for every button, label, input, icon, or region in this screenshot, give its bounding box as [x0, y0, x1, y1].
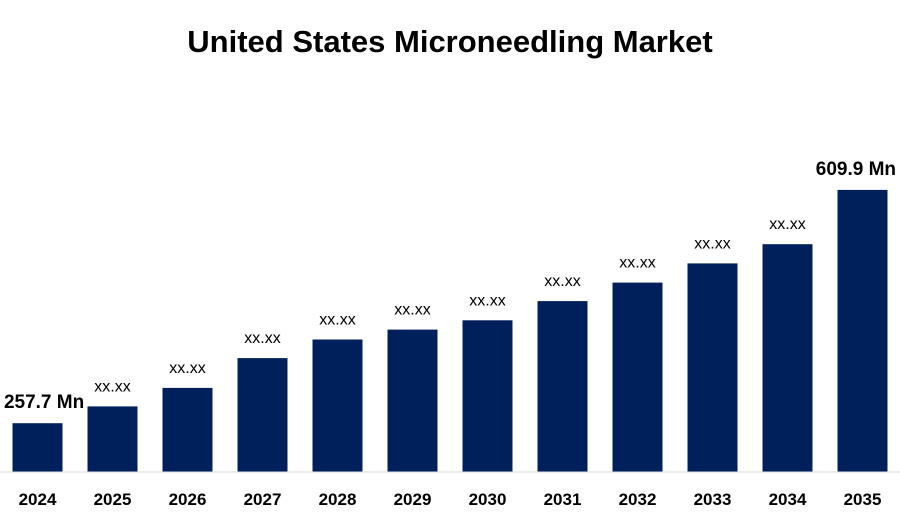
- x-tick-label-2024: 2024: [19, 490, 57, 509]
- data-label-2035: 609.9 Mn: [816, 159, 896, 180]
- data-label-2032: xx.xx: [619, 255, 655, 272]
- bar-2027: [237, 358, 288, 472]
- data-label-2024: 257.7 Mn: [4, 392, 84, 413]
- bar-2025: [87, 406, 138, 472]
- data-label-2029: xx.xx: [394, 302, 430, 319]
- data-label-2030: xx.xx: [469, 292, 505, 309]
- x-tick-label-2029: 2029: [394, 490, 432, 509]
- x-tick-label-2027: 2027: [244, 490, 282, 509]
- data-label-2026: xx.xx: [169, 360, 205, 377]
- chart-title: United States Microneedling Market: [187, 24, 712, 59]
- x-tick-label-2031: 2031: [544, 490, 582, 509]
- x-tick-labels: 2024 2025 2026 2027 2028 2029 2030 2031 2032 2033…: [19, 490, 882, 509]
- data-label-2031: xx.xx: [544, 273, 580, 290]
- data-label-2028: xx.xx: [319, 312, 355, 329]
- data-label-2034: xx.xx: [769, 216, 805, 233]
- x-tick-label-2032: 2032: [619, 490, 657, 509]
- bar-2029: [387, 329, 438, 472]
- x-tick-label-2033: 2033: [694, 490, 732, 509]
- bar-2033: [687, 263, 738, 472]
- bar-2035: [837, 189, 888, 472]
- bar-2024: [12, 423, 63, 472]
- bar-2030: [462, 320, 513, 472]
- x-tick-label-2035: 2035: [844, 490, 882, 509]
- data-labels: 257.7 Mn xx.xx xx.xx xx.xx xx.xx xx.xx xx.xx xx…: [4, 159, 896, 413]
- data-label-2025: xx.xx: [94, 378, 130, 395]
- bar-2031: [537, 301, 588, 472]
- data-label-2027: xx.xx: [244, 330, 280, 347]
- x-tick-label-2034: 2034: [769, 490, 807, 509]
- bar-2034: [762, 244, 813, 472]
- bar-2032: [612, 282, 663, 472]
- bar-2028: [312, 339, 363, 472]
- bar-2026: [162, 387, 213, 472]
- data-label-2033: xx.xx: [694, 235, 730, 252]
- bar-series: [12, 189, 888, 472]
- x-tick-label-2030: 2030: [469, 490, 507, 509]
- x-tick-label-2028: 2028: [319, 490, 357, 509]
- x-tick-label-2025: 2025: [94, 490, 132, 509]
- x-tick-label-2026: 2026: [169, 490, 207, 509]
